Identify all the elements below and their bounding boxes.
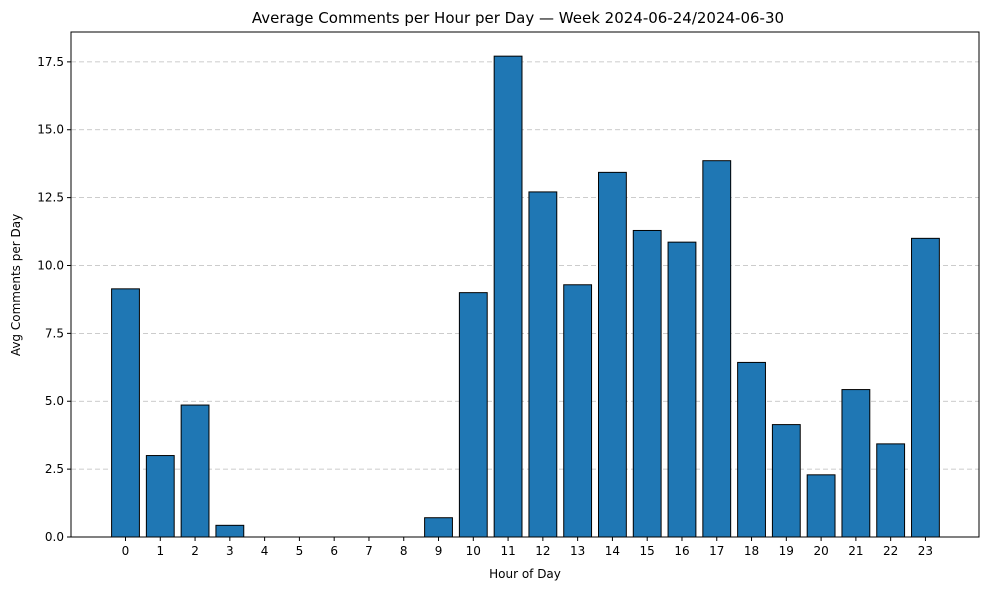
x-tick-label: 4 [261, 544, 269, 558]
bar-hour-17 [702, 160, 732, 538]
x-tick-label: 10 [466, 544, 481, 558]
x-tick-label: 22 [883, 544, 898, 558]
x-tick-label: 19 [779, 544, 794, 558]
bar-hour-16 [667, 241, 697, 538]
x-tick-label: 18 [744, 544, 759, 558]
bar-hour-15 [632, 229, 662, 538]
y-axis-label: Avg Comments per Day [9, 214, 23, 356]
y-tick-label: 7.5 [45, 326, 64, 340]
x-tick-label: 23 [918, 544, 933, 558]
y-tick-label: 10.0 [37, 258, 64, 272]
chart-title: Average Comments per Hour per Day — Week… [252, 9, 784, 27]
x-tick-label: 21 [848, 544, 863, 558]
x-tick-label: 7 [365, 544, 373, 558]
bar-hour-19 [771, 424, 801, 538]
y-tick-label: 17.5 [37, 55, 64, 69]
bar-hour-22 [876, 443, 906, 538]
bar-hour-12 [528, 191, 558, 538]
axis-layer: 0.02.55.07.510.012.515.017.50 1 2 3 4 5 6 7 8 9 10… [37, 31, 980, 558]
x-tick-label: 8 [400, 544, 408, 558]
x-tick-label: 17 [709, 544, 724, 558]
x-tick-label: 11 [500, 544, 515, 558]
x-tick-label: 2 [191, 544, 199, 558]
y-tick-label: 15.0 [37, 123, 64, 137]
bar-hour-1 [145, 455, 175, 538]
plot-frame [70, 31, 980, 538]
bar-hour-3 [215, 524, 245, 538]
bar-hour-9 [424, 517, 453, 538]
bar-hour-0 [111, 288, 140, 538]
x-tick-label: 16 [674, 544, 689, 558]
y-tick-label: 2.5 [45, 462, 64, 476]
x-tick-label: 5 [296, 544, 304, 558]
x-tick-label: 6 [330, 544, 338, 558]
x-axis-label: Hour of Day [489, 567, 561, 581]
y-tick-label: 12.5 [37, 191, 64, 205]
bar-hour-11 [493, 55, 523, 538]
y-tick-label: 0.0 [45, 530, 64, 544]
bar-hour-14 [598, 171, 627, 538]
bar-hour-2 [180, 404, 210, 538]
bar-hour-18 [737, 361, 766, 538]
bar-hour-20 [806, 474, 836, 538]
x-tick-label: 0 [122, 544, 130, 558]
x-tick-label: 14 [605, 544, 620, 558]
grid-layer [71, 61, 979, 470]
x-tick-label: 9 [435, 544, 443, 558]
bar-hour-21 [841, 389, 871, 538]
x-tick-label: 20 [813, 544, 828, 558]
bar-layer [111, 55, 940, 538]
bar-hour-23 [911, 237, 940, 538]
x-tick-label: 1 [156, 544, 164, 558]
y-tick-label: 5.0 [45, 394, 64, 408]
bar-hour-10 [458, 292, 488, 538]
x-tick-label: 12 [535, 544, 550, 558]
bar-hour-13 [563, 284, 593, 538]
x-tick-label: 13 [570, 544, 585, 558]
x-tick-label: 15 [640, 544, 655, 558]
x-tick-label: 3 [226, 544, 234, 558]
